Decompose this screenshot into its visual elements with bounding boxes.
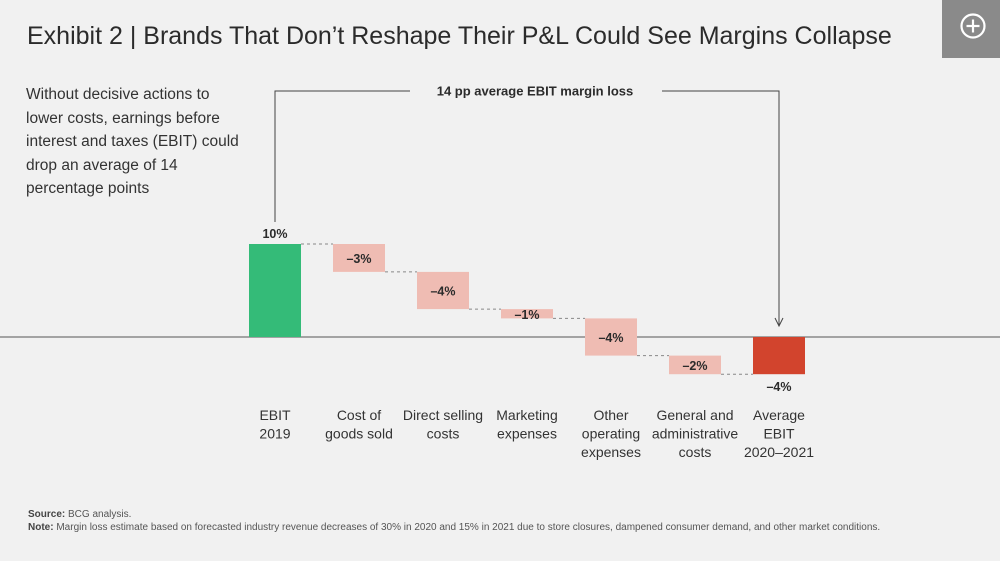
chart-title: Exhibit 2 | Brands That Don’t Reshape Th… [27,22,892,50]
note-line: Note: Margin loss estimate based on fore… [28,522,880,533]
annotation-label: 14 pp average EBIT margin loss [437,84,634,99]
category-label-3-line2: expenses [497,426,557,442]
data-label-4: –4% [598,331,623,345]
category-label-1: Cost of [337,407,381,423]
category-label-6-line2: EBIT [763,426,795,442]
category-label-0: EBIT [259,407,291,423]
bar-2 [417,271,469,310]
source-text: BCG analysis. [68,509,132,520]
arrow-head [774,317,784,328]
bar-3 [501,309,553,319]
bar-5 [669,355,721,375]
category-label-6-line3: 2020–2021 [744,444,814,460]
data-label-3: –1% [514,308,539,322]
category-label-5-line3: costs [679,444,712,460]
note-text: Margin loss estimate based on forecasted… [56,522,881,533]
category-label-4-line3: expenses [581,444,641,460]
bar-1 [333,244,385,272]
bar-0 [249,244,301,337]
category-label-4: Other [593,407,628,423]
waterfall-chart: 10% EBIT 2019 –3% Cost of goods sold –4% Direct… [0,84,1000,460]
category-label-5: General and [656,407,733,423]
category-label-2: Direct selling [403,407,483,423]
bracket-right [662,90,780,325]
source-label: Source: [28,509,66,520]
bar-4 [585,318,637,356]
category-label-1-line2: goods sold [325,426,393,442]
data-label-6: –4% [766,380,791,394]
bar-6 [753,337,805,375]
chart-description: Without decisive actions to lower costs,… [26,86,239,197]
data-label-1: –3% [346,252,371,266]
category-label-4-line2: operating [582,426,640,442]
category-label-2-line2: costs [427,426,460,442]
category-label-6: Average [753,407,805,423]
plus-circle-icon [960,13,986,39]
data-label-5: –2% [682,359,707,373]
category-label-0-line2: 2019 [259,426,290,442]
category-label-3: Marketing [496,407,557,423]
data-label-2: –4% [430,285,455,299]
data-label-0: 10% [262,227,287,241]
expand-button[interactable] [942,0,1000,58]
note-label: Note: [28,522,54,533]
source-line: Source: BCG analysis. [28,509,131,520]
bracket-left [274,90,410,222]
category-label-5-line2: administrative [652,426,739,442]
